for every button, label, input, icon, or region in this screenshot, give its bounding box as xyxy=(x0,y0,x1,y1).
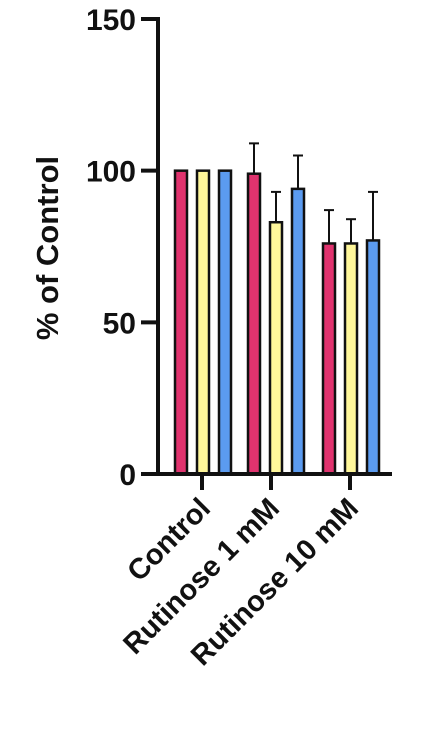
y-tick-label-50: 50 xyxy=(103,307,136,340)
bar-1-2 xyxy=(195,169,211,476)
y-tick-label-0: 0 xyxy=(119,459,136,492)
bar-3-3 xyxy=(365,239,381,476)
bar-2-1 xyxy=(246,172,262,476)
y-tick-label-150: 150 xyxy=(86,4,136,37)
axes-layer xyxy=(141,17,392,490)
y-axis-title: % of Control xyxy=(30,156,65,340)
bar-3-2 xyxy=(343,242,359,476)
y-tick-label-100: 100 xyxy=(86,156,136,189)
bar-3-1 xyxy=(321,242,337,476)
bar-2-2 xyxy=(268,220,284,476)
bar-2-3 xyxy=(290,187,306,476)
bars-layer xyxy=(173,142,381,476)
bar-1-3 xyxy=(217,169,233,476)
bar-1-1 xyxy=(173,169,189,476)
